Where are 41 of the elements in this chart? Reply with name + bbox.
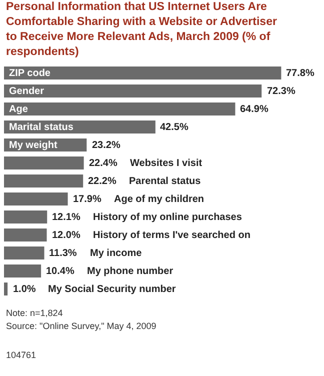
data-label: 12.1% (52, 212, 80, 223)
bar (4, 282, 8, 296)
y-tick-label: My Social Security number (48, 284, 176, 295)
y-tick-label: History of terms I've searched on (93, 230, 250, 241)
data-label: 42.5% (160, 122, 188, 133)
bar (4, 210, 48, 224)
y-tick-label: Websites I visit (130, 158, 203, 169)
data-label: 22.4% (89, 158, 118, 169)
y-tick-label: ZIP code (9, 68, 51, 79)
bar (4, 228, 47, 242)
data-label: 10.4% (46, 266, 74, 277)
y-tick-label: Parental status (129, 176, 202, 187)
data-label: 23.2% (92, 140, 120, 151)
data-label: 11.3% (49, 248, 77, 259)
data-label: 17.9% (73, 194, 102, 205)
chart-title: Personal Information that US Internet Users Are Comfortable Sharing with a Website or Advertiser to Receive More Relevant Ads, March 2009 (% of respondents) (6, 1, 278, 58)
text: 104761 (6, 350, 36, 360)
bar (4, 264, 42, 278)
y-tick-label: My phone number (87, 266, 174, 277)
bar (4, 156, 84, 170)
y-tick-label: My income (90, 248, 142, 259)
data-label: 77.8% (286, 68, 314, 79)
bar (4, 246, 44, 260)
data-label: 12.0% (52, 230, 80, 241)
bar (4, 66, 282, 80)
text: Note: n=1,824 (6, 308, 63, 318)
y-tick-label: Marital status (9, 122, 74, 133)
y-tick-label: Age of my children (114, 194, 204, 205)
y-tick-label: My weight (9, 140, 58, 151)
y-tick-label: History of my online purchases (93, 212, 242, 223)
data-label: 64.9% (240, 104, 268, 115)
data-label: 72.3% (267, 86, 296, 97)
y-tick-label: Age (9, 104, 28, 115)
bar (4, 174, 84, 188)
bar (4, 102, 236, 116)
bar (4, 192, 68, 206)
data-label: 1.0% (13, 284, 36, 295)
data-label: 22.2% (88, 176, 116, 187)
source-note: Source: "Online Survey," May 4, 2009 (6, 321, 156, 331)
y-tick-label: Gender (9, 86, 44, 97)
bar (4, 84, 262, 98)
